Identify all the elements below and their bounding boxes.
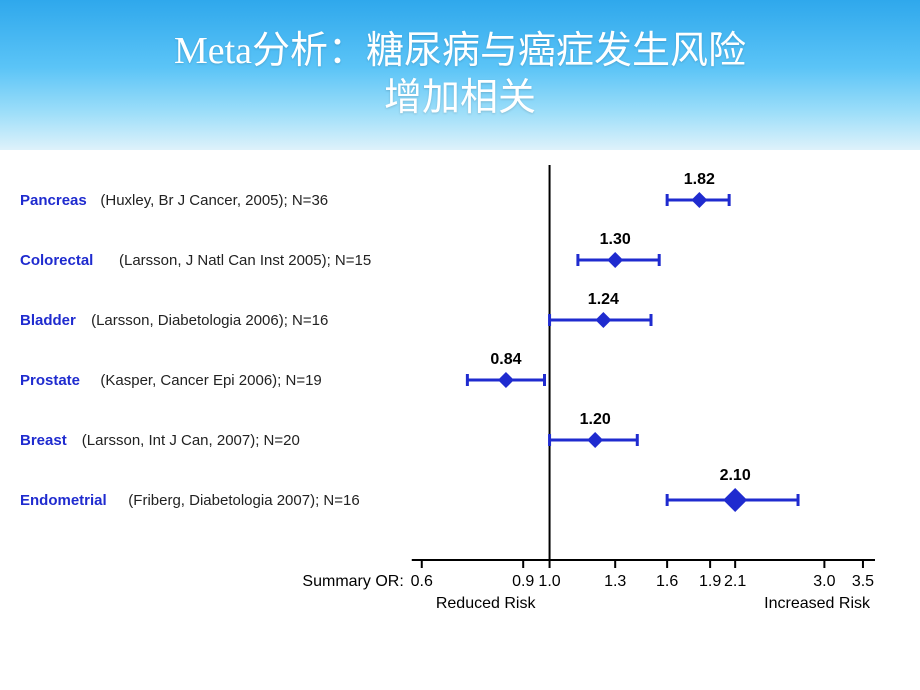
axis-prefix: Summary OR:: [302, 573, 403, 590]
slide: Meta分析：糖尿病与癌症发生风险增加相关 Pancreas (Huxley, B…: [0, 0, 920, 690]
row-name: Prostate: [20, 372, 80, 389]
or-value: 1.24: [588, 291, 619, 308]
x-tick-label: 3.0: [813, 573, 835, 590]
row-cite: (Larsson, J Natl Can Inst 2005); N=15: [119, 252, 371, 269]
row-name: Colorectal: [20, 252, 93, 269]
point-marker: [498, 372, 514, 388]
x-tick-label: 0.9: [512, 573, 534, 590]
forest-plot-svg: Pancreas (Huxley, Br J Cancer, 2005); N=3…: [0, 150, 920, 690]
row-name: Bladder: [20, 312, 76, 329]
or-value: 1.30: [600, 231, 631, 248]
row-cite: (Larsson, Diabetologia 2006); N=16: [91, 312, 328, 329]
x-tick-label: 3.5: [852, 573, 874, 590]
row-name: Pancreas: [20, 192, 87, 209]
or-value: 0.84: [490, 351, 521, 368]
point-marker: [607, 252, 623, 268]
point-marker: [691, 192, 707, 208]
x-tick-label: 1.3: [604, 573, 626, 590]
row-cite: (Larsson, Int J Can, 2007); N=20: [82, 432, 300, 449]
or-value: 2.10: [720, 467, 751, 484]
row-name: Breast: [20, 432, 67, 449]
row-cite: (Huxley, Br J Cancer, 2005); N=36: [100, 192, 328, 209]
or-value: 1.82: [684, 171, 715, 188]
axis-label-right: Increased Risk: [764, 595, 871, 612]
slide-title: Meta分析：糖尿病与癌症发生风险增加相关: [174, 28, 746, 123]
point-marker: [595, 312, 611, 328]
point-marker: [723, 488, 747, 512]
x-tick-label: 1.9: [699, 573, 721, 590]
x-tick-label: 0.6: [411, 573, 433, 590]
or-value: 1.20: [580, 411, 611, 428]
point-marker: [587, 432, 603, 448]
title-band: Meta分析：糖尿病与癌症发生风险增加相关: [0, 0, 920, 150]
forest-plot: Pancreas (Huxley, Br J Cancer, 2005); N=3…: [0, 150, 920, 690]
axis-label-left: Reduced Risk: [436, 595, 537, 612]
row-name: Endometrial: [20, 492, 107, 509]
row-cite: (Kasper, Cancer Epi 2006); N=19: [100, 372, 321, 389]
x-tick-label: 1.0: [538, 573, 560, 590]
row-cite: (Friberg, Diabetologia 2007); N=16: [128, 492, 359, 509]
x-tick-label: 2.1: [724, 573, 746, 590]
x-tick-label: 1.6: [656, 573, 678, 590]
